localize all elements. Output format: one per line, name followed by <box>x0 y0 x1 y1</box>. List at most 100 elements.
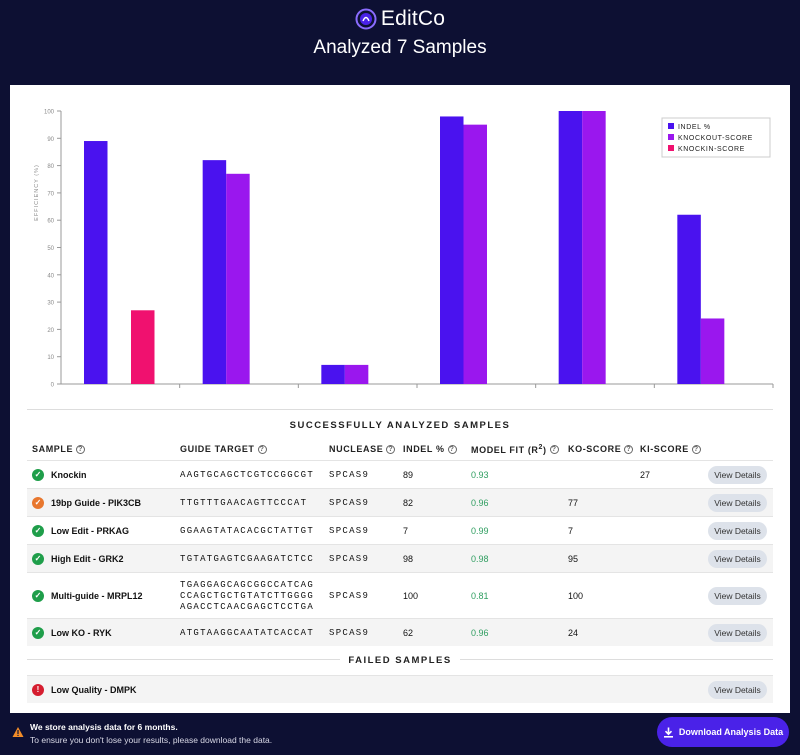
guide-sequence: AGACCTCAACGAGCTCCTGA <box>180 601 315 612</box>
question-circle-icon[interactable]: ? <box>624 444 634 454</box>
col-guide: GUIDE TARGET? <box>180 444 267 454</box>
legend-label: KNOCKIN-SCORE <box>678 146 745 153</box>
indel-value: 62 <box>403 628 414 638</box>
bar-indel[interactable] <box>84 141 108 384</box>
guide-sequence: TGAGGAGCAGCGGCCATCAG <box>180 579 315 590</box>
bar-knockout-score[interactable] <box>463 124 488 385</box>
model-fit-value: 0.99 <box>471 526 489 536</box>
view-details-button[interactable]: View Details <box>708 494 767 512</box>
guide-sequence: ATGTAAGGCAATATCACCAT <box>180 627 315 638</box>
guide-sequence: AAGTGCAGCTCGTCCGGCGT <box>180 469 315 480</box>
model-fit-value: 0.81 <box>471 591 489 601</box>
brand[interactable]: EditCo <box>0 7 800 31</box>
y-tick-label: 20 <box>47 328 54 334</box>
bar-knockout-score[interactable] <box>226 173 250 384</box>
view-details-button[interactable]: View Details <box>708 522 767 540</box>
guide-target: TGTATGAGTCGAAGATCTCC <box>180 554 314 565</box>
download-icon <box>663 727 673 738</box>
col-sample: SAMPLE? <box>32 444 86 454</box>
status-success-icon: ✓ <box>32 553 44 565</box>
table-row: ! Low Quality - DMPK View Details <box>27 675 773 703</box>
legend-label: KNOCKOUT-SCORE <box>678 135 753 142</box>
y-tick-label: 80 <box>47 164 54 170</box>
header: EditCo Analyzed 7 Samples <box>0 0 800 80</box>
bar-indel[interactable] <box>321 364 345 384</box>
bar-knockout-score[interactable] <box>344 364 369 384</box>
question-circle-icon[interactable]: ? <box>257 444 267 454</box>
table-row: ✓ Low KO - RYK ATGTAAGGCAATATCACCAT SPCAS9 6… <box>27 618 773 646</box>
legend-swatch <box>668 123 674 129</box>
chart-svg: 0 10 20 30 40 50 60 70 80 90 100 EFFICIENCY (%) INDE… <box>34 110 774 389</box>
sample-name: Knockin <box>51 470 87 480</box>
model-fit-value: 0.96 <box>471 628 489 638</box>
question-circle-icon[interactable]: ? <box>447 444 457 454</box>
retention-notice-title: We store analysis data for 6 months. <box>30 722 178 732</box>
footer-banner: We store analysis data for 6 months. To … <box>0 713 800 755</box>
nuclease: SPCAS9 <box>329 628 370 638</box>
bar-indel[interactable] <box>440 116 464 385</box>
sample-name: High Edit - GRK2 <box>51 554 124 564</box>
bar-knockout-score[interactable] <box>700 318 725 384</box>
y-tick-label: 60 <box>47 219 54 225</box>
view-details-button[interactable]: View Details <box>708 624 767 642</box>
question-circle-icon[interactable]: ? <box>549 445 559 454</box>
legend-box <box>661 117 771 158</box>
sample-name: 19bp Guide - PIK3CB <box>51 498 142 508</box>
results-table: ✓ Knockin AAGTGCAGCTCGTCCGGCGT SPCAS9 89 0.93… <box>27 460 773 646</box>
failed-section-title: FAILED SAMPLES <box>340 655 460 666</box>
sample-name: Multi-guide - MRPL12 <box>51 591 143 601</box>
y-tick-label: 40 <box>47 273 54 279</box>
indel-value: 7 <box>403 526 409 536</box>
view-details-button[interactable]: View Details <box>708 681 767 699</box>
status-success-icon: ✓ <box>32 525 44 537</box>
download-analysis-button[interactable]: Download Analysis Data <box>657 717 789 747</box>
view-details-button[interactable]: View Details <box>708 466 767 484</box>
nuclease: SPCAS9 <box>329 498 370 508</box>
failed-table: ! Low Quality - DMPK View Details <box>27 675 773 703</box>
question-circle-icon[interactable]: ? <box>76 444 86 454</box>
model-fit-value: 0.93 <box>471 470 489 480</box>
bar-indel[interactable] <box>677 214 701 384</box>
bar-knockout-score[interactable] <box>582 111 606 384</box>
guide-sequence: TGTATGAGTCGAAGATCTCC <box>180 553 315 564</box>
bar-indel[interactable] <box>558 111 583 384</box>
guide-sequence: TTGTTTGAACAGTTCCCAT <box>180 497 308 508</box>
y-tick-label: 70 <box>47 191 54 197</box>
guide-target: AAGTGCAGCTCGTCCGGCGT <box>180 470 314 481</box>
view-details-button[interactable]: View Details <box>708 587 767 605</box>
view-details-button[interactable]: View Details <box>708 550 767 568</box>
guide-target: GGAAGTATACACGCTATTGT <box>180 526 314 537</box>
legend-swatch <box>668 134 674 140</box>
bar-indel[interactable] <box>202 160 227 384</box>
guide-sequence: CCAGCTGCTGTATCTTGGGG <box>180 590 315 601</box>
model-fit-value: 0.96 <box>471 498 489 508</box>
indel-value: 89 <box>403 470 414 480</box>
table-row: ✓ Multi-guide - MRPL12 TGAGGAGCAGCGGCCATCA… <box>27 572 773 618</box>
y-tick-label: 10 <box>47 355 54 361</box>
chart-legend: INDEL % KNOCKOUT-SCORE KNOCKIN-SCORE <box>661 117 771 158</box>
warning-triangle-icon <box>12 727 24 737</box>
ko-score-value: 24 <box>568 628 579 638</box>
brand-name: EditCo <box>380 7 446 30</box>
ko-score-value: 77 <box>568 498 579 508</box>
bar-knockin-score[interactable] <box>131 310 155 384</box>
legend-label: INDEL % <box>678 124 711 131</box>
success-section-title: SUCCESSFULLY ANALYZED SAMPLES <box>289 420 511 431</box>
ko-score-value: 100 <box>568 591 584 601</box>
table-row: ✓ Low Edit - PRKAG GGAAGTATACACGCTATTGT SPC… <box>27 516 773 544</box>
status-warning-icon: ✓ <box>32 497 44 509</box>
sample-name: Low KO - RYK <box>51 628 112 638</box>
question-circle-icon[interactable]: ? <box>691 444 701 454</box>
col-nuclease: NUCLEASE? <box>329 444 396 454</box>
col-ki-score: KI-SCORE? <box>640 444 701 454</box>
y-tick-label: 90 <box>47 137 54 143</box>
nuclease: SPCAS9 <box>329 470 370 480</box>
ki-score-value: 27 <box>640 470 651 480</box>
table-row: ✓ 19bp Guide - PIK3CB TTGTTTGAACAGTTCCCAT S… <box>27 488 773 516</box>
question-circle-icon[interactable]: ? <box>386 444 396 454</box>
nuclease: SPCAS9 <box>329 554 370 564</box>
sample-name: Low Edit - PRKAG <box>51 526 129 536</box>
guide-sequence: GGAAGTATACACGCTATTGT <box>180 525 315 536</box>
y-tick-label: 100 <box>44 110 55 116</box>
efficiency-chart: 0 10 20 30 40 50 60 70 80 90 100 EFFICIENCY (%) INDE… <box>10 85 790 397</box>
